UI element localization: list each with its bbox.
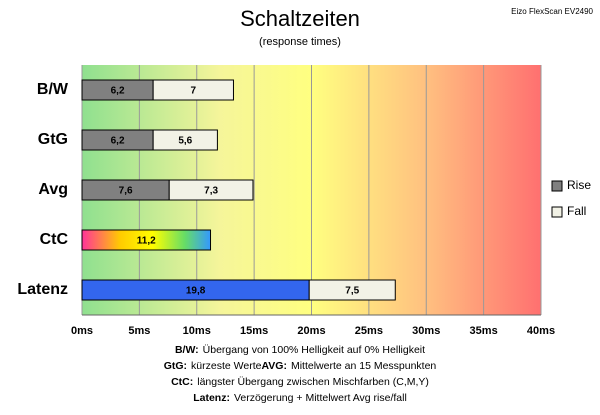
note-text: Verzögerung + Mittelwert Avg rise/fall: [234, 392, 407, 404]
y-tick-label: Latenz: [17, 281, 68, 298]
value-label: 7: [191, 86, 197, 97]
note-text: Übergang von 100% Helligkeit auf 0% Hell…: [203, 344, 425, 356]
legend-label: Fall: [567, 204, 586, 218]
note-term: CtC:: [171, 376, 193, 388]
chart-subtitle: (response times): [259, 36, 341, 48]
value-label: 19,8: [186, 286, 206, 297]
bar: [152, 129, 218, 151]
bar: [308, 279, 396, 301]
value-label: 6,2: [111, 86, 125, 97]
value-label: 6,2: [111, 136, 125, 147]
x-tick-label: 35ms: [470, 325, 498, 337]
value-label: 7,3: [204, 186, 218, 197]
note-term: B/W:: [175, 344, 199, 356]
y-tick-label: GtG: [38, 131, 68, 148]
note: Latenz: Verzögerung + Mittelwert Avg rise…: [193, 392, 407, 404]
y-tick-label: CtC: [40, 231, 69, 248]
chart-title: Schaltzeiten: [240, 6, 360, 31]
y-tick-label: B/W: [37, 81, 69, 98]
note: CtC: längster Übergang zwischen Mischfarb…: [171, 376, 429, 388]
note-text: Mittelwerte an 15 Messpunkten: [291, 360, 436, 372]
x-tick-label: 15ms: [240, 325, 268, 337]
x-tick-label: 40ms: [527, 325, 555, 337]
note-text: längster Übergang zwischen Mischfarben (…: [197, 376, 429, 388]
legend-swatch: [551, 180, 563, 192]
x-tick-label: 30ms: [412, 325, 440, 337]
corner-label: Eizo FlexScan EV2490: [511, 7, 593, 16]
legend-swatch: [551, 206, 563, 218]
x-tick-label: 5ms: [128, 325, 150, 337]
bar: [168, 179, 254, 201]
x-tick-label: 0ms: [71, 325, 93, 337]
value-label: 11,2: [137, 236, 156, 247]
note-term: GtG:: [164, 360, 187, 372]
note-term: AVG:: [261, 360, 286, 372]
legend-label: Rise: [567, 178, 591, 192]
x-tick-label: 10ms: [183, 325, 211, 337]
value-label: 7,6: [119, 186, 133, 197]
note-term: Latenz:: [193, 392, 230, 404]
note-text: kürzeste Werte: [191, 360, 262, 372]
note: B/W: Übergang von 100% Helligkeit auf 0% …: [175, 344, 425, 356]
bar: [81, 229, 212, 251]
value-label: 5,6: [178, 136, 192, 147]
x-tick-label: 25ms: [355, 325, 383, 337]
note: GtG: kürzeste WerteAVG: Mittelwerte an 15 …: [164, 360, 437, 372]
bar: [152, 79, 234, 101]
value-label: 7,5: [345, 286, 359, 297]
x-tick-label: 20ms: [297, 325, 325, 337]
y-tick-label: Avg: [38, 181, 68, 198]
